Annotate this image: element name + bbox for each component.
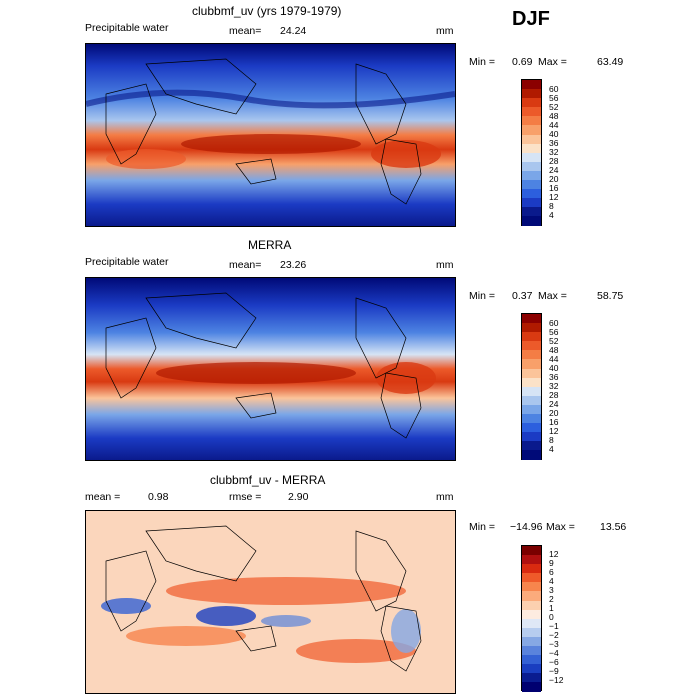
panel3-colorbar-tick: 12 xyxy=(549,549,559,559)
panel2-colorbar-tick: 60 xyxy=(549,318,559,328)
panel3-colorbar xyxy=(521,545,542,692)
panel2-colorbar-tick: 20 xyxy=(549,408,559,418)
panel3-max-value: 13.56 xyxy=(600,521,627,533)
panel2-colorbar-tick: 32 xyxy=(549,381,559,391)
panel1-max-value: 63.49 xyxy=(597,56,624,68)
panel2-mean-label: mean= xyxy=(229,259,262,271)
panel1-colorbar-tick: 4 xyxy=(549,210,554,220)
panel1-mean-label: mean= xyxy=(229,25,262,37)
panel2-variable-label: Precipitable water xyxy=(85,256,169,268)
panel2-min-label: Min = xyxy=(469,290,495,302)
panel2-colorbar-tick: 52 xyxy=(549,336,559,346)
panel1-map xyxy=(85,43,456,227)
panel2-colorbar-tick: 40 xyxy=(549,363,559,373)
panel2-colorbar-tick: 56 xyxy=(549,327,559,337)
panel1-colorbar-tick: 28 xyxy=(549,156,559,166)
panel3-colorbar-tick: 3 xyxy=(549,585,554,595)
panel3-mean-label: mean = xyxy=(85,491,121,503)
panel2-colorbar xyxy=(521,313,542,460)
panel1-mean-value: 24.24 xyxy=(280,25,307,37)
panel3-max-label: Max = xyxy=(546,521,575,533)
panel1-colorbar-tick: 16 xyxy=(549,183,559,193)
panel3-map xyxy=(85,510,456,694)
panel2-colorbar-tick: 28 xyxy=(549,390,559,400)
panel1-colorbar-tick: 8 xyxy=(549,201,554,211)
panel3-colorbar-tick: 2 xyxy=(549,594,554,604)
panel3-rmse-label: rmse = xyxy=(229,491,262,503)
panel3-colorbar-tick: 1 xyxy=(549,603,554,613)
panel3-colorbar-tick: −4 xyxy=(549,648,559,658)
panel2-colorbar-tick: 4 xyxy=(549,444,554,454)
panel3-colorbar-tick: −3 xyxy=(549,639,559,649)
panel3-colorbar-tick: −2 xyxy=(549,630,559,640)
panel2-min-value: 0.37 xyxy=(512,290,533,302)
panel1-colorbar-tick: 52 xyxy=(549,102,559,112)
panel2-title: MERRA xyxy=(248,238,292,252)
panel3-colorbar-tick: −9 xyxy=(549,666,559,676)
panel1-min-value: 0.69 xyxy=(512,56,533,68)
panel1-colorbar-tick: 40 xyxy=(549,129,559,139)
panel3-colorbar-tick: 6 xyxy=(549,567,554,577)
panel3-title: clubbmf_uv - MERRA xyxy=(210,473,326,487)
panel2-colorbar-tick: 8 xyxy=(549,435,554,445)
panel1-colorbar-tick: 24 xyxy=(549,165,559,175)
panel1-colorbar-tick: 48 xyxy=(549,111,559,121)
panel3-units: mm xyxy=(436,491,454,503)
panel1-colorbar-tick: 56 xyxy=(549,93,559,103)
panel1-colorbar-tick: 20 xyxy=(549,174,559,184)
panel1-colorbar-tick: 32 xyxy=(549,147,559,157)
panel2-max-value: 58.75 xyxy=(597,290,624,302)
panel3-colorbar-tick: −6 xyxy=(549,657,559,667)
panel3-colorbar-tick: −12 xyxy=(549,675,564,685)
panel3-colorbar-tick: −1 xyxy=(549,621,559,631)
panel3-colorbar-tick: 0 xyxy=(549,612,554,622)
panel1-colorbar xyxy=(521,79,542,226)
panel1-colorbar-tick: 60 xyxy=(549,84,559,94)
panel2-colorbar-tick: 36 xyxy=(549,372,559,382)
panel1-units: mm xyxy=(436,25,454,37)
panel3-mean-value: 0.98 xyxy=(148,491,169,503)
panel3-colorbar-tick: 4 xyxy=(549,576,554,586)
panel3-rmse-value: 2.90 xyxy=(288,491,309,503)
panel3-min-value: −14.96 xyxy=(510,521,543,533)
panel1-variable-label: Precipitable water xyxy=(85,22,169,34)
panel2-colorbar-tick: 24 xyxy=(549,399,559,409)
panel2-colorbar-tick: 12 xyxy=(549,426,559,436)
panel2-colorbar-tick: 44 xyxy=(549,354,559,364)
panel2-mean-value: 23.26 xyxy=(280,259,307,271)
panel2-colorbar-tick: 16 xyxy=(549,417,559,427)
panel2-colorbar-tick: 48 xyxy=(549,345,559,355)
panel1-title: clubbmf_uv (yrs 1979-1979) xyxy=(192,4,342,18)
panel2-units: mm xyxy=(436,259,454,271)
panel3-colorbar-tick: 9 xyxy=(549,558,554,568)
season-label: DJF xyxy=(512,8,550,30)
panel2-max-label: Max = xyxy=(538,290,567,302)
panel1-colorbar-tick: 44 xyxy=(549,120,559,130)
panel3-min-label: Min = xyxy=(469,521,495,533)
panel1-colorbar-tick: 36 xyxy=(549,138,559,148)
panel2-map xyxy=(85,277,456,461)
panel1-min-label: Min = xyxy=(469,56,495,68)
panel1-colorbar-tick: 12 xyxy=(549,192,559,202)
panel1-max-label: Max = xyxy=(538,56,567,68)
